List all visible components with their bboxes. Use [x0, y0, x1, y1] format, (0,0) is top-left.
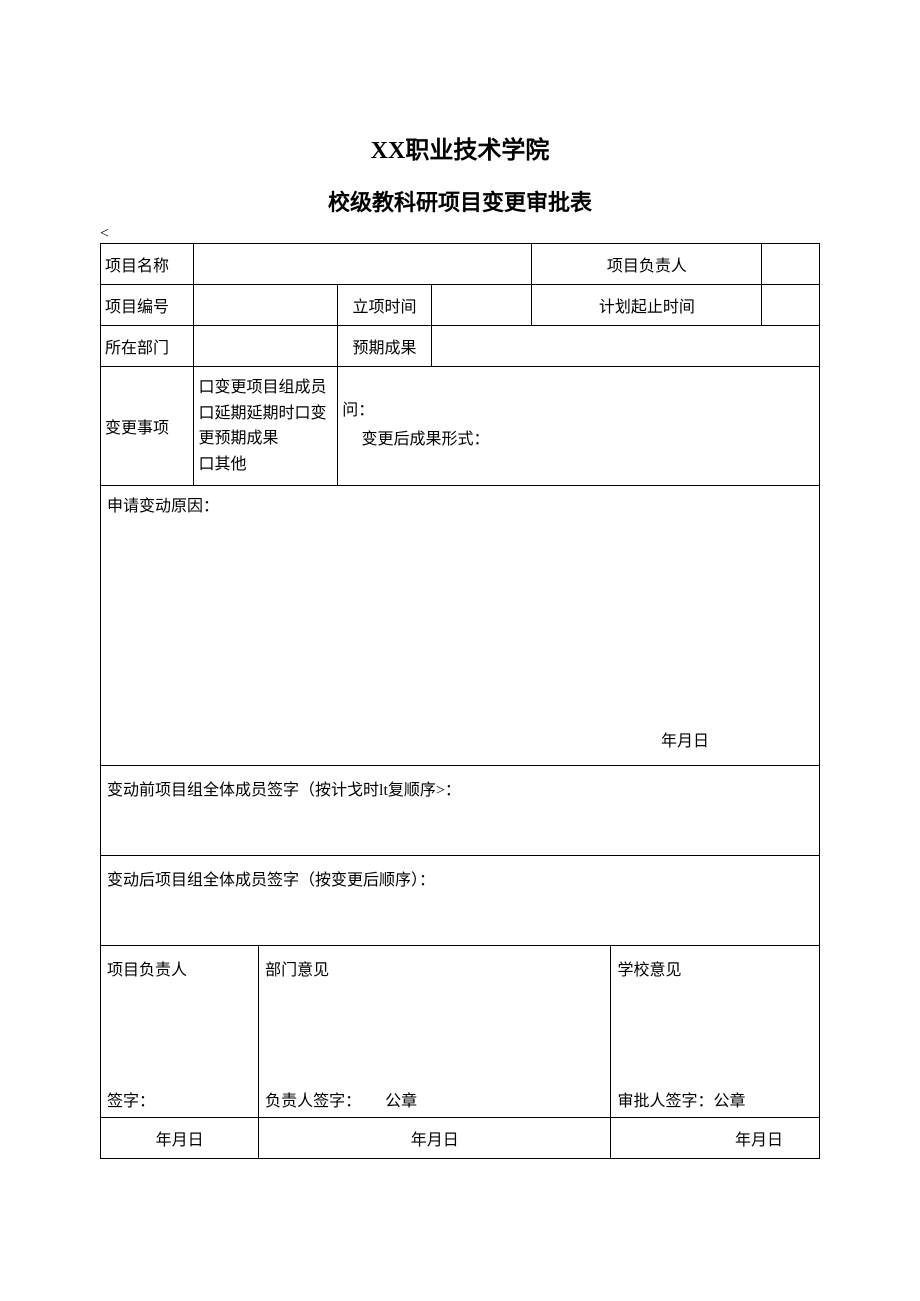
change-detail: 问： 变更后成果形式：: [338, 367, 820, 486]
approval-col3-date: 年月日: [611, 1117, 820, 1158]
approval-col1-title: 项目负责人: [101, 946, 259, 1081]
row-sign-after: 变动后项目组全体成员签字（按变更后顺序）：: [101, 856, 820, 946]
row-approval-sign: 签字： 负责人签字： 公章 审批人签字：公章: [101, 1081, 820, 1118]
value-setup-time: [431, 285, 532, 326]
change-opt-2: 口延期延期时口变: [198, 401, 333, 427]
change-opt-4: 口其他: [198, 452, 333, 478]
approval-col1-sign: 签字：: [101, 1081, 259, 1118]
label-plan-period: 计划起止时间: [532, 285, 762, 326]
row-department: 所在部门 预期成果: [101, 326, 820, 367]
row-approval-title: 项目负责人 部门意见 学校意见: [101, 946, 820, 1081]
value-expected-result: [431, 326, 819, 367]
title-sub: 校级教科研项目变更审批表: [100, 185, 820, 217]
approval-col2-title: 部门意见: [259, 946, 611, 1081]
value-plan-period: [762, 285, 820, 326]
sign-after-cell: 变动后项目组全体成员签字（按变更后顺序）：: [101, 856, 820, 946]
approval-col3-title: 学校意见: [611, 946, 820, 1081]
approval-col1-date: 年月日: [101, 1117, 259, 1158]
label-expected-result: 预期成果: [338, 326, 431, 367]
row-change-item: 变更事项 口变更项目组成员 口延期延期时口变 更预期成果 口其他 问： 变更后成…: [101, 367, 820, 486]
approval-form-table: 项目名称 项目负责人 项目编号 立项时间 计划起止时间 所在部门 预期成果 变更…: [100, 243, 820, 1159]
reason-label: 申请变动原因：: [107, 492, 813, 516]
label-project-leader: 项目负责人: [532, 244, 762, 285]
approval-col2-sign: 负责人签字： 公章: [259, 1081, 611, 1118]
value-project-no: [194, 285, 338, 326]
change-detail-line1: 问：: [342, 397, 815, 426]
approval-col3-sign: 审批人签字：公章: [611, 1081, 820, 1118]
row-approval-date: 年月日 年月日 年月日: [101, 1117, 820, 1158]
change-options: 口变更项目组成员 口延期延期时口变 更预期成果 口其他: [194, 367, 338, 486]
sign-before-label: 变动前项目组全体成员签字（按计戈时lt复顺序>：: [107, 782, 461, 799]
label-project-no: 项目编号: [101, 285, 194, 326]
change-opt-1: 口变更项目组成员: [198, 375, 333, 401]
row-project-name: 项目名称 项目负责人: [101, 244, 820, 285]
label-setup-time: 立项时间: [338, 285, 431, 326]
label-change-item: 变更事项: [101, 367, 194, 486]
value-dept: [194, 326, 338, 367]
row-sign-before: 变动前项目组全体成员签字（按计戈时lt复顺序>：: [101, 766, 820, 856]
sign-before-cell: 变动前项目组全体成员签字（按计戈时lt复顺序>：: [101, 766, 820, 856]
sign-after-label: 变动后项目组全体成员签字（按变更后顺序）：: [107, 872, 435, 889]
label-project-name: 项目名称: [101, 244, 194, 285]
row-reason: 申请变动原因： 年月日: [101, 486, 820, 766]
value-project-name: [194, 244, 532, 285]
change-detail-line2: 变更后成果形式：: [342, 426, 815, 455]
value-project-leader: [762, 244, 820, 285]
reason-cell: 申请变动原因： 年月日: [101, 486, 820, 766]
label-dept: 所在部门: [101, 326, 194, 367]
row-project-no: 项目编号 立项时间 计划起止时间: [101, 285, 820, 326]
title-main: XX职业技术学院: [100, 130, 820, 165]
reason-date: 年月日: [661, 727, 709, 751]
change-opt-3: 更预期成果: [198, 426, 333, 452]
approval-col2-date: 年月日: [259, 1117, 611, 1158]
